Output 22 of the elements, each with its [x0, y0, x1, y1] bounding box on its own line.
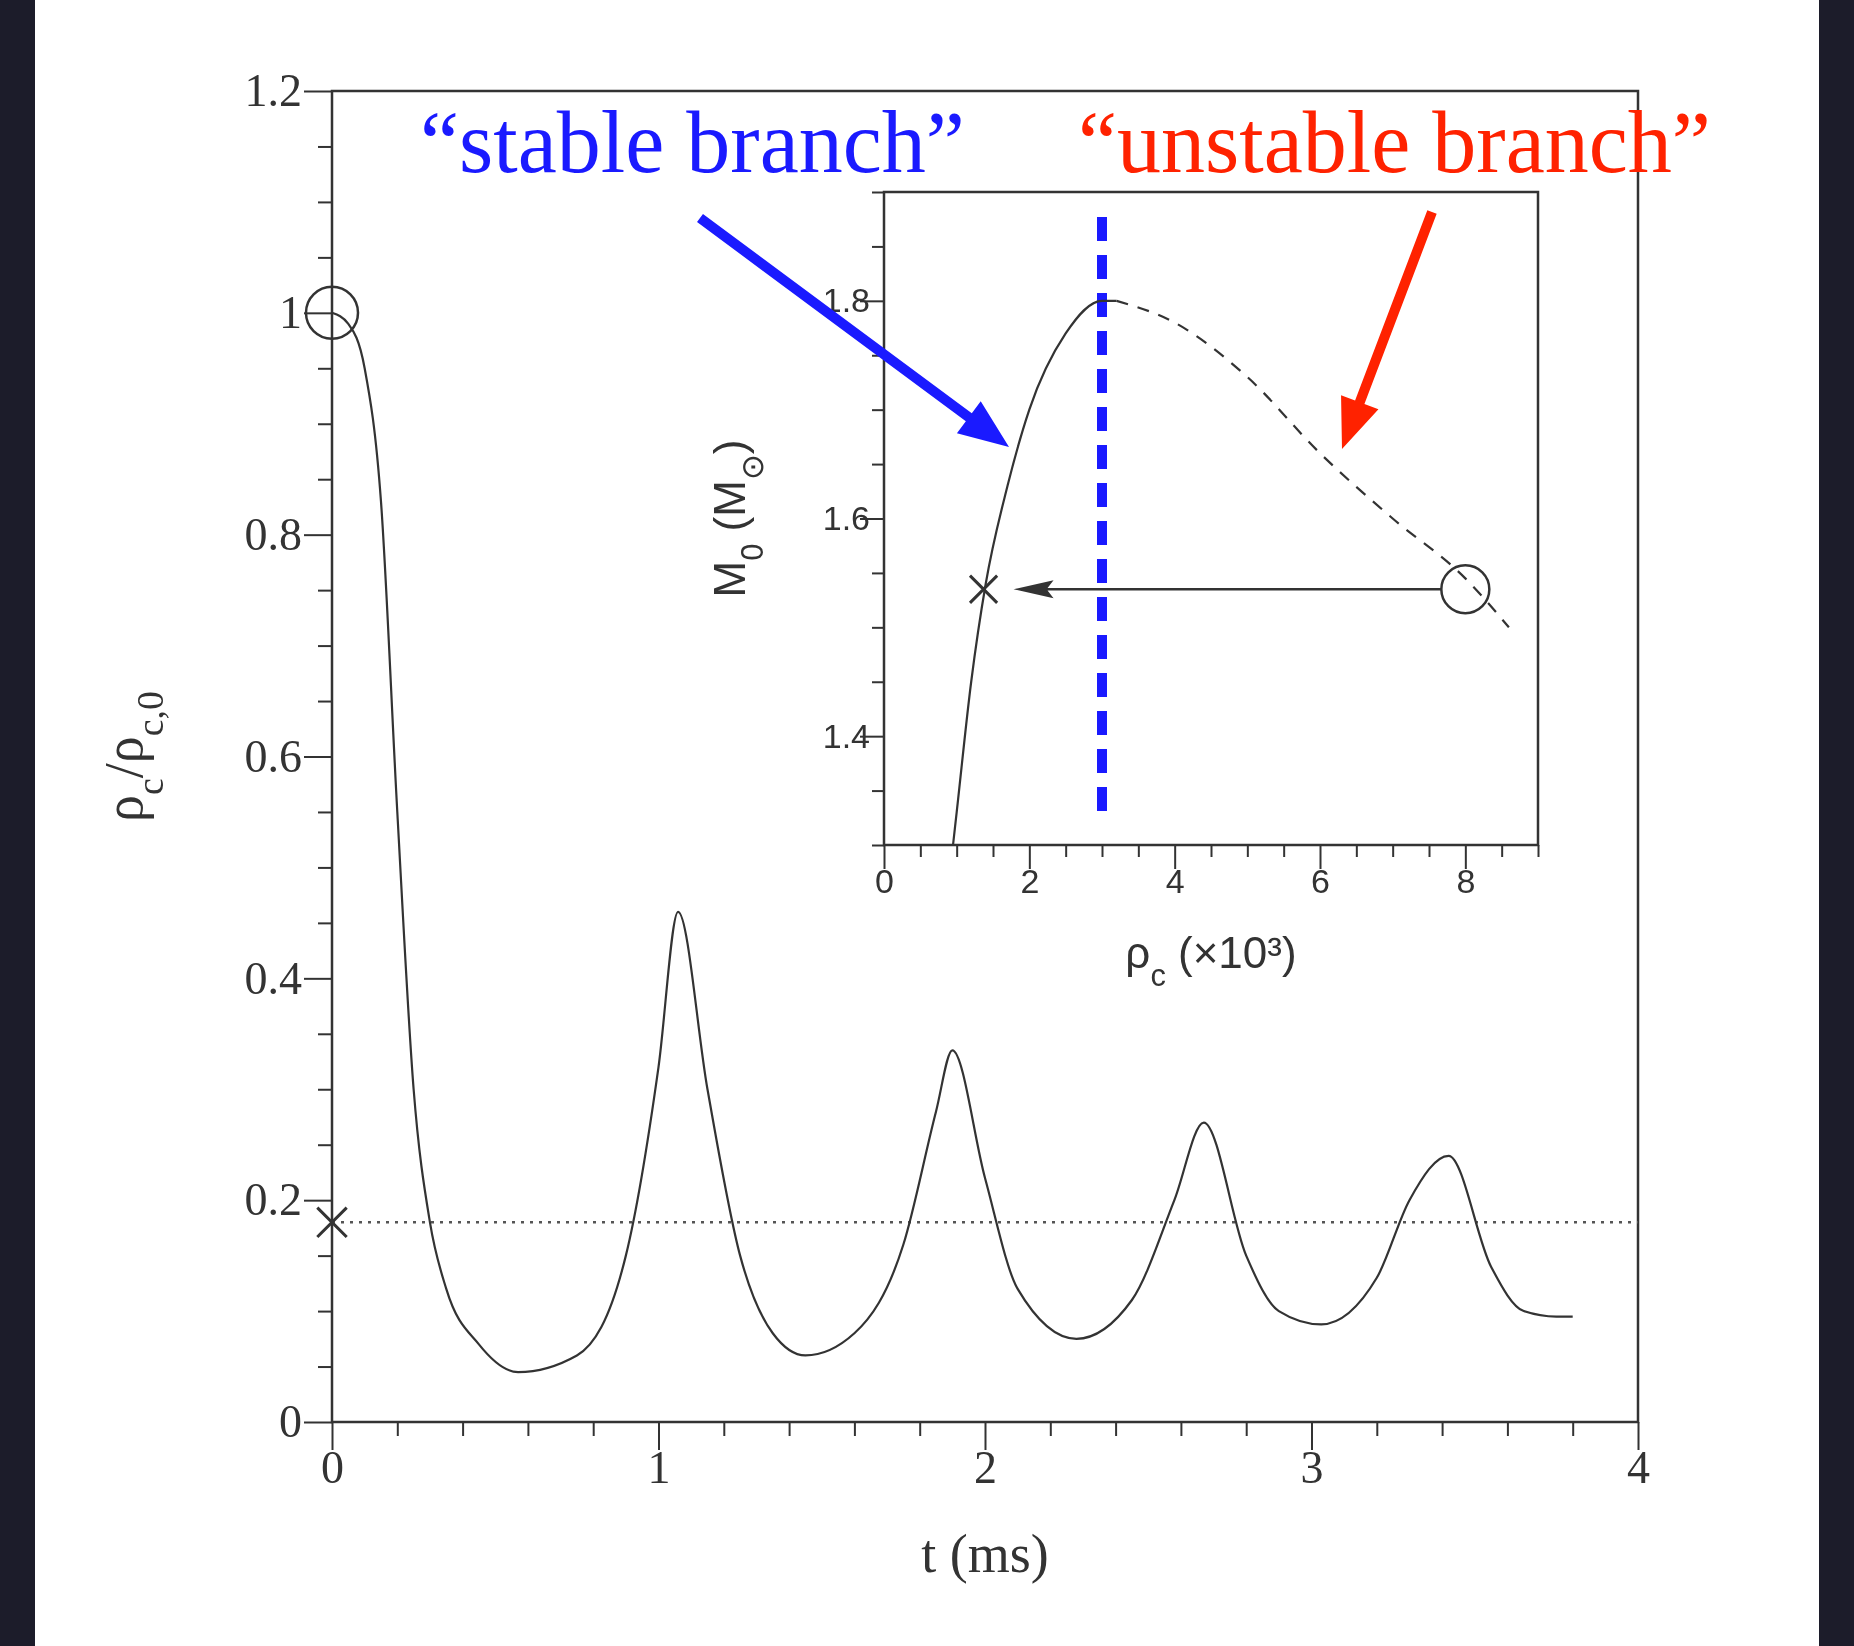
x-tick-label: 4 — [1627, 1441, 1650, 1493]
y-tick-label: 0 — [279, 1396, 302, 1448]
y-tick-label: 0.2 — [244, 1174, 302, 1226]
x-tick-label: 2 — [974, 1441, 997, 1493]
y-tick-label: 0.6 — [244, 730, 302, 782]
y-tick-label: 1.6 — [822, 498, 870, 537]
y-tick-label: 1.4 — [822, 716, 870, 755]
annotation: “stable branch” — [420, 94, 965, 191]
x-tick-label: 4 — [1165, 862, 1185, 901]
x-tick-label: 1 — [647, 1441, 671, 1493]
x-tick-label: 3 — [1300, 1441, 1324, 1493]
y-tick-label: 1 — [279, 287, 302, 339]
y-tick-label: 0.8 — [244, 508, 302, 560]
y-tick-label: 1.2 — [244, 65, 302, 117]
x-axis-title: t (ms) — [921, 1524, 1049, 1584]
x-tick-label: 0 — [875, 862, 894, 901]
x-axis-title: ρ$_{c}$ (×10³) — [1125, 928, 1297, 993]
x-tick-label: 0 — [321, 1441, 344, 1493]
y-tick-label: 0.4 — [244, 952, 302, 1004]
x-tick-label: 2 — [1020, 862, 1040, 901]
x-tick-label: 8 — [1456, 862, 1476, 901]
x-tick-label: 6 — [1311, 862, 1330, 901]
